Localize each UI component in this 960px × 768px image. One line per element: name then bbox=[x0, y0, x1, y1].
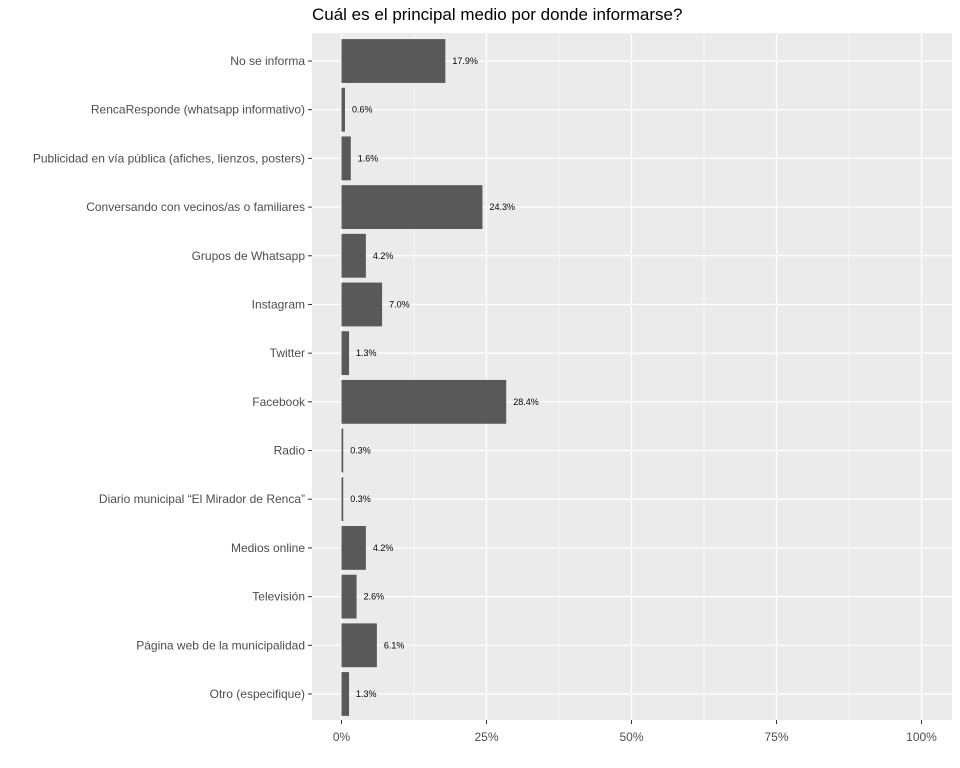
bar bbox=[341, 331, 350, 376]
data-label: 17.9% bbox=[452, 56, 478, 66]
plot-panel bbox=[312, 33, 952, 720]
data-label: 0.3% bbox=[350, 494, 371, 504]
x-tick-label: 0% bbox=[333, 730, 351, 744]
data-label: 0.3% bbox=[350, 446, 371, 456]
category-label: Radio bbox=[274, 444, 306, 458]
category-label: Página web de la municipalidad bbox=[136, 638, 305, 652]
category-label: RencaResponde (whatsapp informativo) bbox=[91, 103, 305, 117]
data-label: 1.3% bbox=[356, 689, 377, 699]
bar bbox=[341, 623, 377, 668]
bar bbox=[341, 185, 483, 229]
bar bbox=[341, 574, 357, 619]
bar bbox=[341, 379, 507, 424]
category-label: Medios online bbox=[231, 541, 305, 555]
data-label: 1.3% bbox=[356, 348, 377, 358]
bar bbox=[341, 39, 446, 83]
bar bbox=[341, 477, 344, 522]
category-label: Otro (especifique) bbox=[210, 687, 305, 701]
category-label: Grupos de Whatsapp bbox=[192, 249, 306, 263]
data-label: 0.6% bbox=[352, 105, 373, 115]
data-label: 4.2% bbox=[373, 251, 394, 261]
category-label: Diario municipal “El Mirador de Renca” bbox=[99, 492, 305, 506]
chart-title: Cuál es el principal medio por donde inf… bbox=[312, 5, 683, 24]
data-label: 24.3% bbox=[489, 202, 515, 212]
category-labels: No se informa RencaResponde (whatsapp inf… bbox=[33, 54, 312, 701]
x-tick-label: 75% bbox=[764, 730, 788, 744]
bar bbox=[341, 428, 344, 473]
bars-group: 17.9% 0.6% 1.6% 24.3% 4.2% 7.0% 1.3% 28.4% 0.3% 0… bbox=[341, 39, 539, 716]
category-label: Conversando con vecinos/as o familiares bbox=[86, 200, 305, 214]
data-label: 2.6% bbox=[364, 592, 385, 602]
category-label: No se informa bbox=[230, 54, 305, 68]
category-label: Televisión bbox=[252, 590, 305, 604]
data-label: 4.2% bbox=[373, 543, 394, 553]
x-tick-label: 50% bbox=[619, 730, 643, 744]
bar bbox=[341, 87, 345, 132]
bar bbox=[341, 282, 383, 327]
data-label: 7.0% bbox=[389, 299, 410, 309]
bar bbox=[341, 526, 366, 570]
category-label: Facebook bbox=[252, 395, 306, 409]
bar bbox=[341, 233, 366, 278]
data-label: 28.4% bbox=[513, 397, 539, 407]
bar bbox=[341, 672, 350, 716]
bar bbox=[341, 136, 351, 181]
category-label: Instagram bbox=[252, 297, 305, 311]
category-label: Twitter bbox=[270, 346, 305, 360]
axis-ticks: 0% 25% 50% 75% 100% bbox=[333, 720, 937, 744]
data-label: 6.1% bbox=[384, 640, 405, 650]
category-label: Publicidad en vía pública (afiches, lien… bbox=[33, 151, 305, 165]
data-label: 1.6% bbox=[358, 153, 379, 163]
x-tick-label: 25% bbox=[474, 730, 498, 744]
x-tick-label: 100% bbox=[906, 730, 937, 744]
